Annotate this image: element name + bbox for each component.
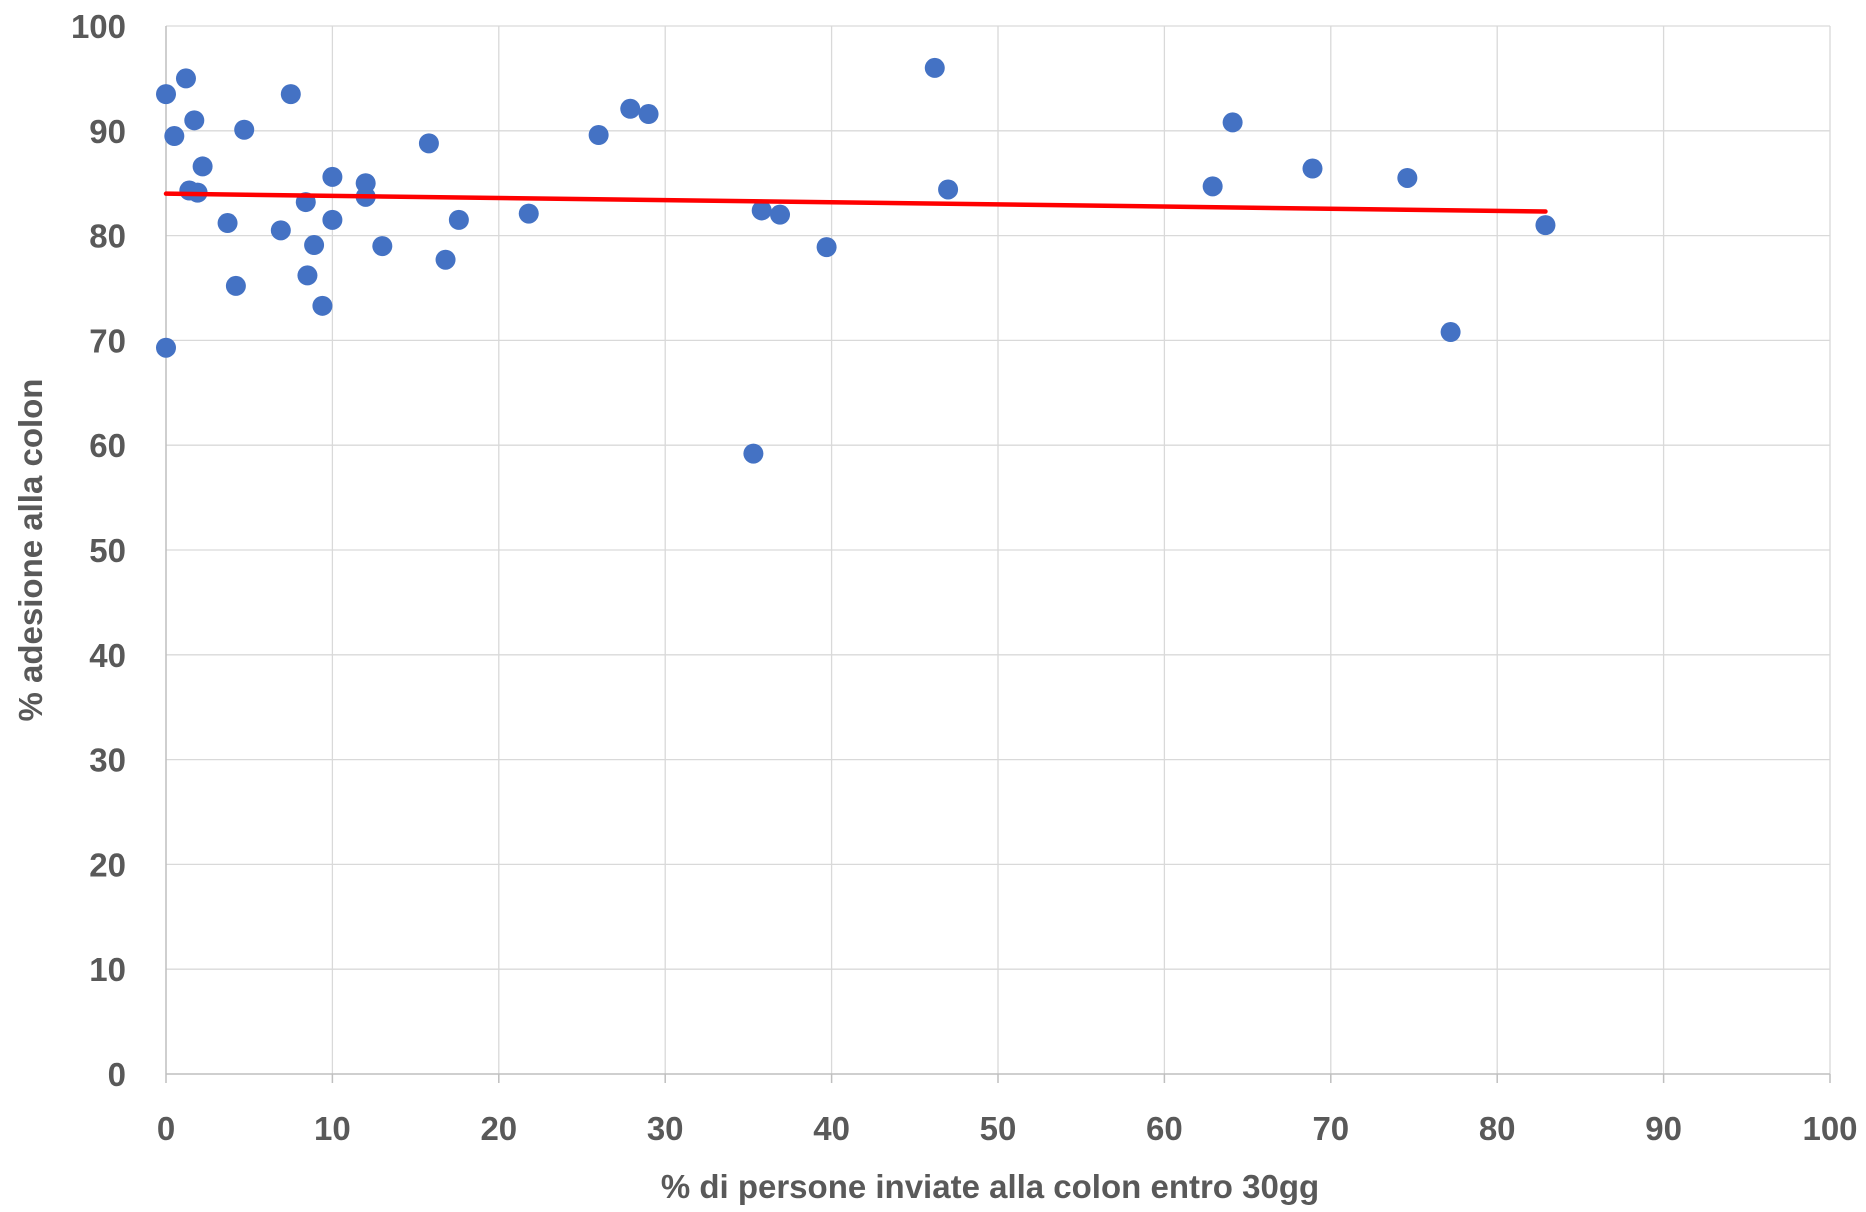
data-point [1302, 158, 1323, 179]
y-tick-label: 70 [89, 322, 126, 359]
x-axis-label: % di persone inviate alla colon entro 30… [661, 1168, 1319, 1205]
data-point [225, 275, 246, 296]
data-point [280, 84, 301, 105]
x-tick-label: 40 [813, 1110, 850, 1147]
data-point [304, 235, 325, 256]
x-tick-label: 100 [1802, 1110, 1857, 1147]
x-tick-label: 10 [314, 1110, 351, 1147]
data-point [448, 209, 469, 230]
y-tick-label: 20 [89, 846, 126, 883]
trendline-layer [163, 191, 1548, 214]
data-point [322, 166, 343, 187]
y-tick-label: 90 [89, 113, 126, 150]
y-tick-label: 100 [71, 8, 126, 45]
data-point [1535, 215, 1556, 236]
data-point [234, 119, 255, 140]
y-tick-label: 50 [89, 532, 126, 569]
data-point [1397, 167, 1418, 188]
x-tick-labels: 0 10 20 30 40 50 60 70 80 90 100 [157, 1110, 1858, 1147]
data-point [184, 110, 205, 131]
data-point [924, 57, 945, 78]
x-tick-label: 70 [1312, 1110, 1349, 1147]
grid-lines [166, 25, 1831, 1074]
data-point [297, 265, 318, 286]
data-point [312, 295, 333, 316]
data-point [588, 124, 609, 145]
x-tick-label: 30 [647, 1110, 684, 1147]
x-tick-label: 50 [980, 1110, 1017, 1147]
y-tick-label: 30 [89, 742, 126, 779]
x-tick-label: 0 [157, 1110, 175, 1147]
y-axis-label: % adesione alla colon [12, 379, 49, 722]
data-point [1222, 112, 1243, 133]
y-tick-label: 80 [89, 218, 126, 255]
y-tick-label: 0 [108, 1056, 126, 1093]
y-tick-label: 60 [89, 427, 126, 464]
data-point [270, 220, 291, 241]
data-point [175, 68, 196, 89]
x-tick-label: 20 [480, 1110, 517, 1147]
data-point [938, 179, 959, 200]
data-point [816, 237, 837, 258]
data-point [638, 104, 659, 125]
x-tick-label: 80 [1479, 1110, 1516, 1147]
data-point [1440, 322, 1461, 343]
axes [165, 26, 1831, 1083]
y-tick-label: 40 [89, 637, 126, 674]
data-point [435, 249, 456, 270]
data-point [192, 156, 213, 177]
data-point [217, 213, 238, 234]
data-point [322, 209, 343, 230]
x-tick-label: 60 [1146, 1110, 1183, 1147]
data-point [418, 133, 439, 154]
data-point [751, 200, 772, 221]
data-point [770, 204, 791, 225]
data-point [620, 98, 641, 119]
data-point [1202, 176, 1223, 197]
data-point [164, 126, 185, 147]
data-points [156, 57, 1556, 464]
y-tick-label: 10 [89, 951, 126, 988]
data-point [372, 236, 393, 257]
data-point [743, 443, 764, 464]
trendline [163, 191, 1548, 214]
x-tick-label: 90 [1645, 1110, 1682, 1147]
data-point [156, 84, 176, 105]
data-point [156, 337, 176, 358]
y-tick-labels: 0 10 20 30 40 50 60 70 80 90 100 [71, 8, 126, 1093]
data-point [518, 203, 539, 224]
